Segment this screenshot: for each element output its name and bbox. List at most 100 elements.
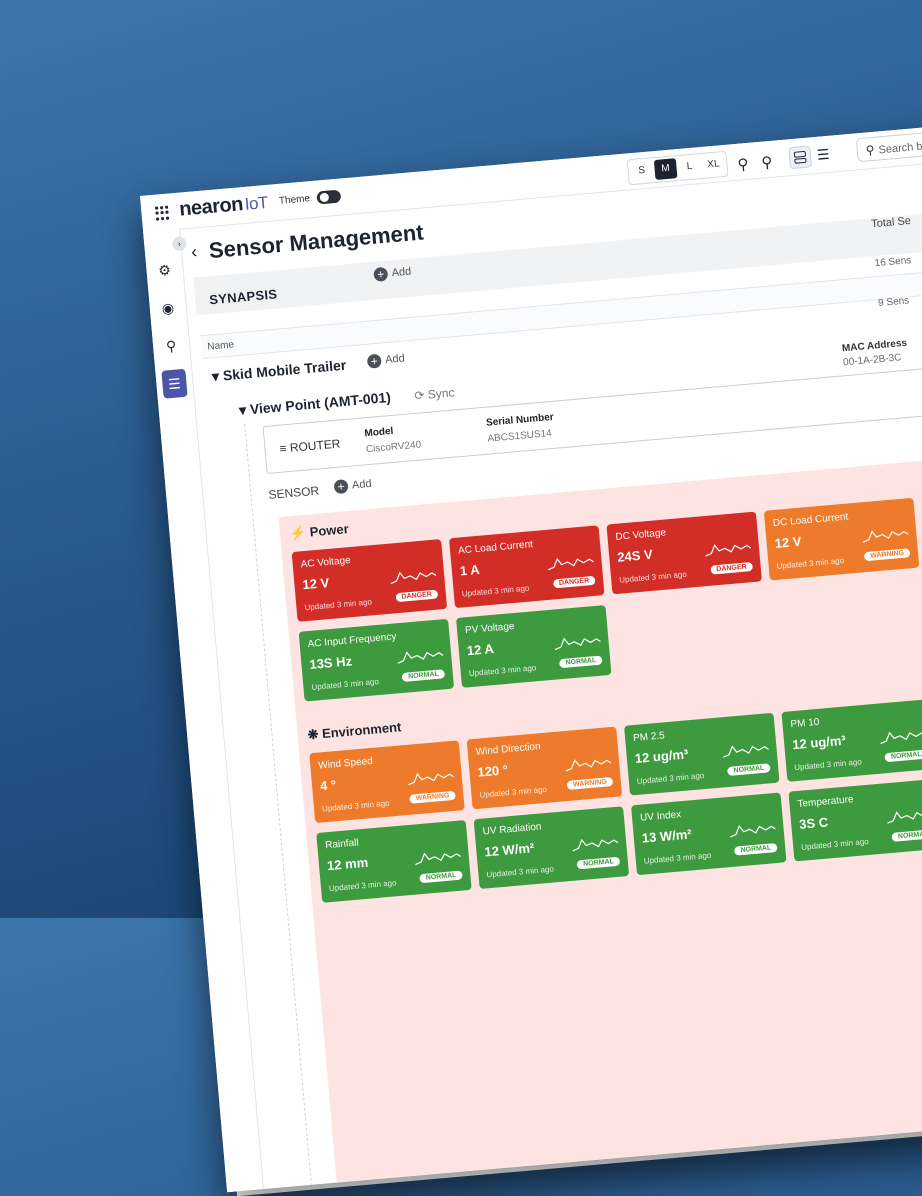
add-org-button[interactable]: + Add (373, 265, 412, 282)
list-view-icon[interactable]: ☰ (816, 145, 831, 163)
router-card[interactable]: ≡ ROUTER Model CiscoRV240 Serial Number … (262, 365, 922, 475)
sensor-updated: Updated 3 min ago (311, 677, 380, 692)
status-badge: DANGER (395, 589, 439, 603)
status-badge: NORMAL (891, 829, 922, 842)
sparkline-icon (390, 571, 437, 585)
serial-value: ABCS1SUS14 (487, 428, 553, 445)
sensor-card[interactable]: Temperature 3S C Updated 3 min ago NORMAL (788, 778, 922, 862)
sensor-title: AC Input Frequency (307, 631, 397, 651)
sensor-value: 12 ug/m³ (634, 746, 689, 766)
settings-icon[interactable]: ⚙ (157, 261, 172, 279)
status-badge: WARNING (863, 548, 911, 562)
status-badge: NORMAL (576, 856, 621, 870)
sparkline-icon (705, 544, 752, 557)
sensor-value: 12 V (774, 533, 803, 551)
sensor-card[interactable]: Rainfall 12 mm Updated 3 min ago NORMAL (316, 819, 472, 903)
sensor-title: Wind Speed (317, 755, 374, 772)
apps-grid-icon[interactable] (154, 205, 170, 221)
sensor-card[interactable]: Wind Direction 120 ° Updated 3 min ago WARN… (466, 726, 623, 810)
card-view-icon[interactable] (788, 145, 813, 170)
sensor-card[interactable]: DC Voltage 24S V Updated 3 min ago DANGER (606, 511, 762, 595)
theme-toggle[interactable] (316, 189, 342, 205)
status-badge: NORMAL (559, 655, 603, 669)
main-content: ‹ Sensor Management SYNAPSIS + Add Total … (179, 145, 922, 1193)
sparkline-icon (887, 811, 922, 824)
logo: nearonIoT (178, 192, 269, 221)
sparkline-icon (565, 759, 612, 772)
sparkline-icon (722, 745, 769, 758)
status-badge: WARNING (566, 777, 614, 790)
sensor-title: AC Load Current (457, 539, 534, 557)
sensor-card[interactable]: PM 10 12 ug/m³ Updated 3 min ago NORMAL (781, 698, 922, 782)
sparkline-icon (554, 637, 601, 651)
size-l-button[interactable]: L (686, 160, 693, 173)
status-badge: WARNING (409, 790, 456, 804)
size-xl-button[interactable]: XL (706, 158, 720, 171)
sparkline-icon (408, 772, 455, 786)
add-sensor-button[interactable]: + Add (333, 477, 373, 495)
sensor-value: 1 A (459, 561, 481, 579)
sensor-card[interactable]: PM 2.5 12 ug/m³ Updated 3 min ago NORMAL (624, 712, 780, 796)
sensor-card[interactable]: PV Voltage 12 A Updated 3 min ago NORMAL (455, 604, 612, 688)
sensor-card[interactable]: DC Load Current 12 V Updated 3 min ago WARN… (763, 497, 920, 581)
back-icon[interactable]: ‹ (190, 241, 198, 262)
plus-icon: + (373, 266, 389, 282)
sensor-title: PM 10 (790, 716, 820, 731)
add-group-item-button[interactable]: + Add (366, 352, 406, 369)
search-input[interactable]: ⚲ Search b (855, 115, 922, 163)
sensor-value: 12 V (301, 575, 330, 593)
org-sensor-count: 16 Sens (874, 255, 912, 270)
zoom-in-icon[interactable]: ⚲ (760, 153, 774, 172)
sensor-value: 120 ° (476, 762, 509, 780)
sensor-title: Rainfall (324, 837, 360, 852)
sparkline-icon (572, 838, 619, 852)
sensor-title: PV Voltage (464, 621, 515, 637)
power-category: ⚡ Power (289, 521, 350, 542)
zoom-out-icon[interactable]: ⚲ (736, 155, 750, 174)
sensor-updated: Updated 3 min ago (800, 836, 870, 852)
sensor-card[interactable]: AC Voltage 12 V Updated 3 min ago DANGER (291, 539, 448, 622)
sensor-updated: Updated 3 min ago (618, 569, 688, 585)
sensor-updated: Updated 3 min ago (479, 784, 548, 800)
sensor-value: 4 ° (319, 777, 337, 794)
sensor-updated: Updated 3 min ago (304, 597, 373, 613)
sensor-updated: Updated 3 min ago (486, 864, 555, 880)
size-s-button[interactable]: S (637, 164, 646, 177)
size-m-button[interactable]: M (653, 158, 678, 181)
sensor-card[interactable]: UV Radiation 12 W/m² Updated 3 min ago NORM… (473, 806, 630, 890)
sync-button[interactable]: ⟳ Sync (413, 385, 455, 403)
sensor-card[interactable]: AC Load Current 1 A Updated 3 min ago DANGE… (449, 525, 605, 609)
sensor-title: DC Load Current (772, 511, 849, 530)
sensor-title: UV Radiation (482, 821, 542, 838)
status-badge: NORMAL (734, 842, 778, 856)
sparkline-icon (547, 557, 594, 571)
status-badge: DANGER (710, 562, 754, 575)
device-row[interactable]: ▾ View Point (AMT-001) (238, 388, 392, 419)
theme-label: Theme (278, 193, 311, 207)
environment-category: ❋ Environment (306, 719, 402, 743)
sensor-card[interactable]: Wind Speed 4 ° Updated 3 min ago WARNING (309, 740, 465, 824)
sensor-updated: Updated 3 min ago (468, 663, 537, 679)
sensor-title: DC Voltage (615, 527, 667, 543)
group-row[interactable]: ▾ Skid Mobile Trailer (211, 356, 347, 385)
sparkline-icon (729, 824, 776, 838)
app-window: nearonIoT Theme S M L XL ⚲ ⚲ ☰ ⚲ Search b… (140, 108, 922, 1193)
plus-icon: + (366, 353, 382, 369)
status-badge: NORMAL (727, 763, 771, 776)
sensor-title: Temperature (797, 794, 854, 810)
size-selector: S M L XL (626, 150, 729, 186)
model-value: CiscoRV240 (365, 439, 422, 456)
sensor-value: 12 mm (326, 854, 369, 874)
location-pin-icon[interactable]: ⚲ (165, 337, 177, 355)
sensor-value: 24S V (616, 546, 654, 565)
org-name: SYNAPSIS (208, 286, 278, 308)
sensor-card[interactable]: AC Input Frequency 13S Hz Updated 3 min ag… (298, 618, 455, 702)
sensor-icon[interactable]: ☰ (161, 368, 188, 399)
sparkline-icon (862, 530, 909, 543)
sensor-value: 12 A (466, 640, 495, 659)
sparkline-icon (415, 852, 462, 866)
sensor-card[interactable]: UV Index 13 W/m² Updated 3 min ago NORMAL (630, 792, 787, 876)
location-radius-icon[interactable]: ◉ (161, 299, 175, 317)
serial-header: Serial Number (485, 411, 555, 429)
sensor-header: SENSOR (267, 483, 320, 502)
